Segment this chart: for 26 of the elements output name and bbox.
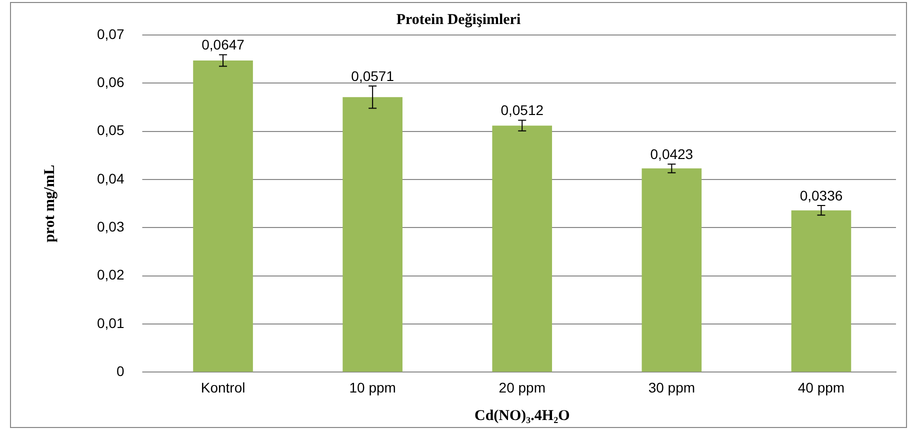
bar <box>193 60 253 372</box>
y-tick-label: 0,03 <box>97 218 124 235</box>
bar <box>642 168 702 372</box>
bar <box>791 210 852 372</box>
y-tick-label: 0,01 <box>97 314 124 331</box>
bar <box>492 126 552 372</box>
y-tick-label: 0,07 <box>97 26 124 42</box>
x-tick-label: 30 ppm <box>648 379 696 396</box>
y-tick-label: 0,02 <box>97 266 124 283</box>
y-tick-label: 0,05 <box>97 122 124 138</box>
x-axis-title: Cd(NO)₃.4H₂O <box>474 408 570 424</box>
x-tick-label: Kontrol <box>200 379 246 396</box>
y-tick-label: 0,04 <box>97 170 124 186</box>
x-tick-label: 40 ppm <box>798 379 845 396</box>
y-tick-label: 0 <box>116 363 124 380</box>
x-tick-label: 10 ppm <box>349 379 396 396</box>
x-tick-label: 20 ppm <box>498 379 546 396</box>
y-tick-label: 0,06 <box>97 74 124 90</box>
data-label: 0,0647 <box>202 36 245 53</box>
data-label: 0,0571 <box>351 68 394 84</box>
bar <box>342 97 402 372</box>
data-label: 0,0423 <box>650 146 694 162</box>
data-label: 0,0512 <box>500 102 544 118</box>
chart-title: Protein Değişimleri <box>396 12 521 28</box>
y-axis-title: prot mg/mL <box>42 164 58 242</box>
data-label: 0,0336 <box>800 187 843 204</box>
